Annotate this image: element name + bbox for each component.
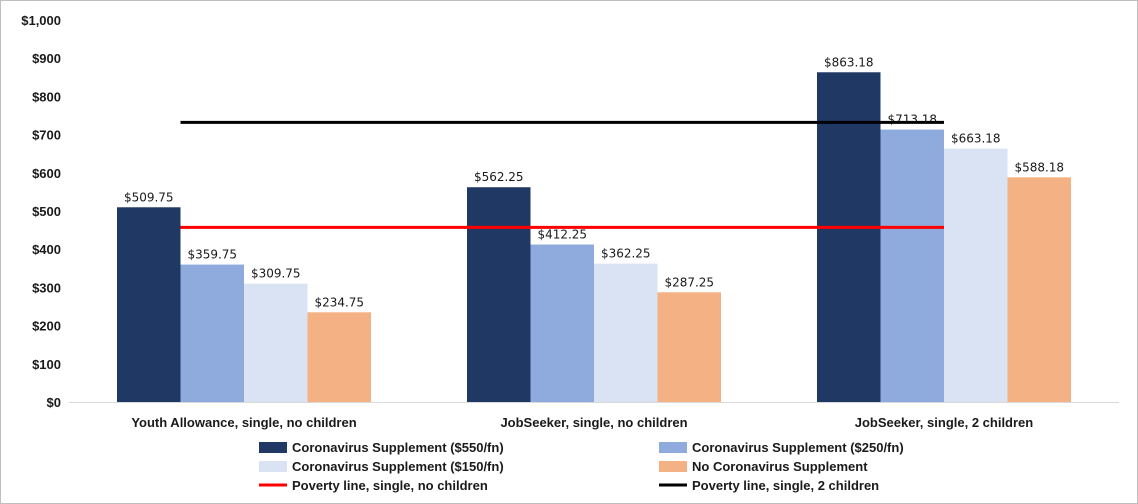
- bar-series-2: [180, 264, 244, 402]
- y-tick-label: $0: [47, 395, 61, 410]
- legend-swatch: [259, 442, 287, 453]
- data-label: $663.18: [951, 132, 1001, 146]
- data-label: $562.25: [474, 170, 524, 184]
- bar-series-4: [657, 292, 721, 402]
- category-label: JobSeeker, single, 2 children: [855, 415, 1034, 430]
- legend-swatch: [659, 461, 687, 472]
- bar-series-4: [307, 312, 371, 402]
- data-label: $287.25: [664, 275, 714, 289]
- bar-series-3: [944, 148, 1008, 402]
- y-tick-label: $800: [32, 89, 61, 104]
- bar-series-2: [530, 244, 594, 402]
- y-tick-label: $600: [32, 166, 61, 181]
- y-tick-label: $300: [32, 280, 61, 295]
- category-label: JobSeeker, single, no children: [500, 415, 687, 430]
- data-label: $412.25: [537, 228, 587, 242]
- data-label: $863.18: [824, 55, 874, 69]
- legend-label: Coronavirus Supplement ($550/fn): [292, 440, 504, 455]
- y-tick-label: $400: [32, 242, 61, 257]
- bar-series-1: [817, 72, 881, 402]
- data-label: $509.75: [124, 190, 174, 204]
- y-tick-label: $1,000: [21, 13, 61, 28]
- y-tick-label: $900: [32, 51, 61, 66]
- data-label: $362.25: [601, 247, 651, 261]
- data-label: $234.75: [314, 295, 364, 309]
- data-label: $309.75: [251, 267, 301, 281]
- y-tick-label: $200: [32, 319, 61, 334]
- data-label: $713.18: [887, 113, 937, 127]
- bar-series-1: [117, 207, 181, 402]
- legend-label: Poverty line, single, 2 children: [692, 478, 879, 493]
- category-label: Youth Allowance, single, no children: [131, 415, 356, 430]
- bar-series-1: [467, 187, 531, 402]
- bar-series-4: [1007, 177, 1071, 402]
- legend-label: No Coronavirus Supplement: [692, 459, 868, 474]
- legend-label: Poverty line, single, no children: [292, 478, 488, 493]
- bar-series-2: [880, 129, 944, 402]
- legend-swatch: [259, 461, 287, 472]
- legend-label: Coronavirus Supplement ($250/fn): [692, 440, 904, 455]
- bar-series-3: [244, 283, 308, 402]
- y-tick-label: $100: [32, 357, 61, 372]
- data-label: $588.18: [1014, 160, 1064, 174]
- legend-label: Coronavirus Supplement ($150/fn): [292, 459, 504, 474]
- legend-swatch: [659, 442, 687, 453]
- bar-series-3: [594, 263, 658, 402]
- y-tick-label: $500: [32, 204, 61, 219]
- y-tick-label: $700: [32, 128, 61, 143]
- data-label: $359.75: [187, 248, 237, 262]
